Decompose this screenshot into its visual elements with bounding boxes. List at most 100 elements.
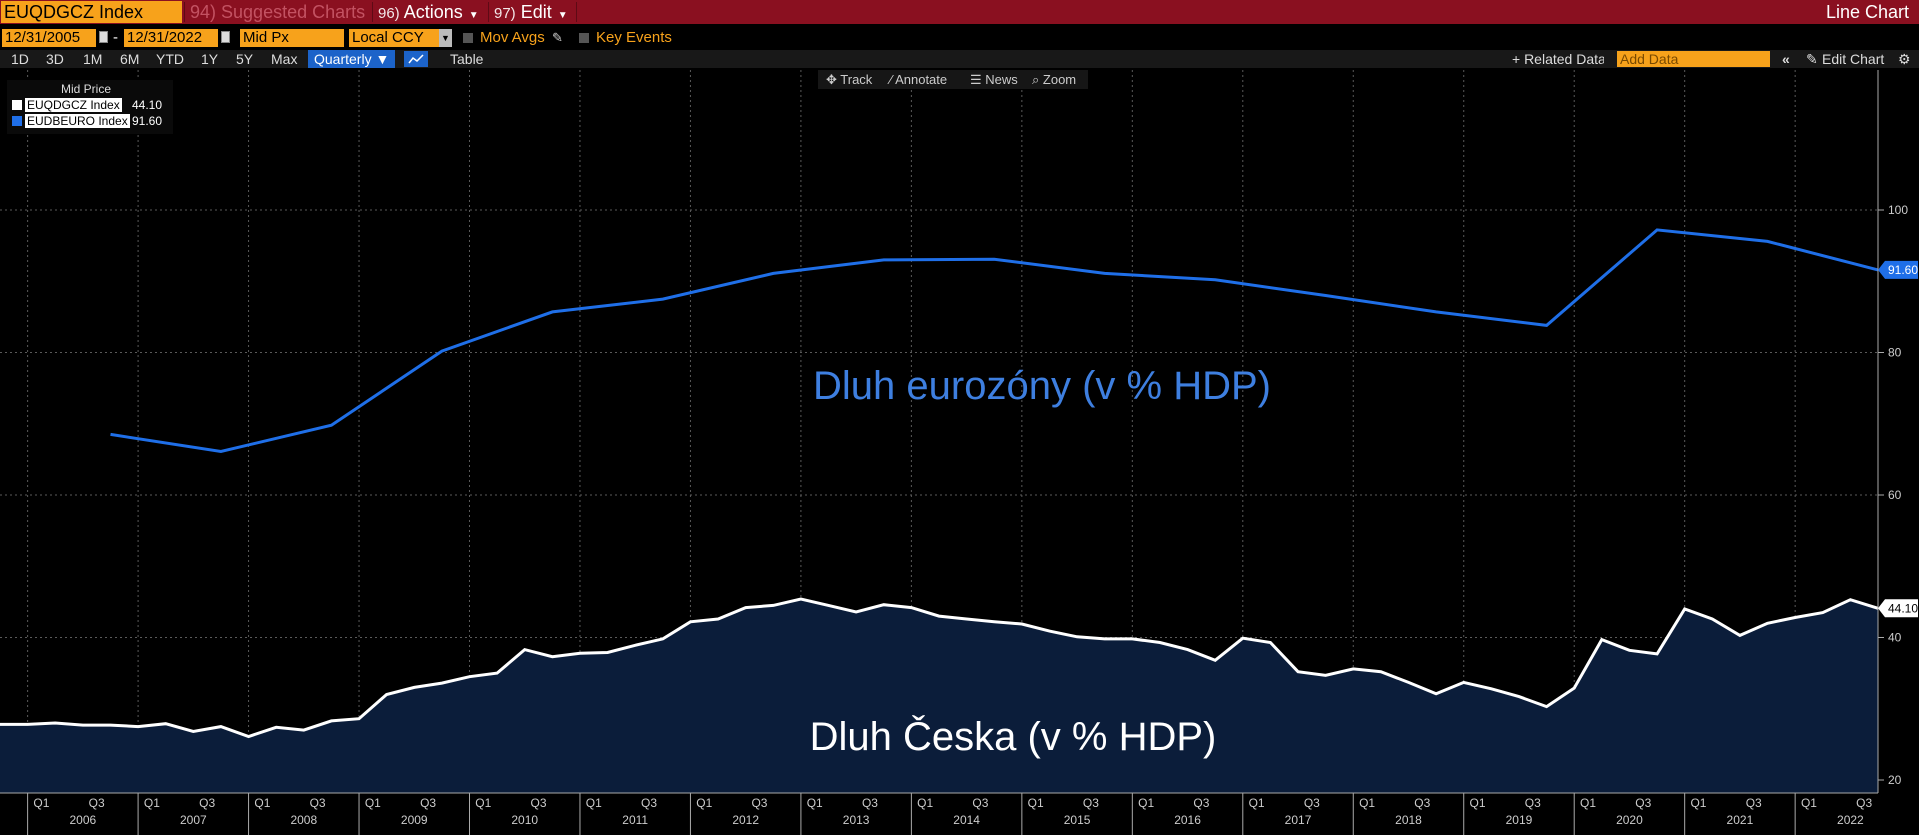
x-year-label: 2007 xyxy=(180,813,207,827)
period-6m[interactable]: 6M xyxy=(120,51,140,67)
x-quarter-label: Q1 xyxy=(586,796,602,810)
ticker-input[interactable]: EUQDGCZ Index xyxy=(1,1,182,23)
top-bar: EUQDGCZ Index 94) Suggested Charts 96) A… xyxy=(0,0,1919,24)
cz-last-label: 44.10 xyxy=(1878,599,1918,618)
x-quarter-label: Q1 xyxy=(917,796,933,810)
x-year-label: 2022 xyxy=(1837,813,1864,827)
legend-value-euro: 91.60 xyxy=(132,114,163,128)
cz-annotation: Dluh Česka (v % HDP) xyxy=(810,714,1217,759)
chart-tools: ✥ Track ⁄ Annotate ☰ News ⌕ Zoom xyxy=(818,70,1088,89)
edit-chart-button[interactable]: Edit Chart xyxy=(1822,51,1885,67)
euro-last-label-text: 91.60 xyxy=(1888,263,1918,277)
x-quarter-label: Q1 xyxy=(365,796,381,810)
x-quarter-label: Q3 xyxy=(751,796,767,810)
legend-value-cz: 44.10 xyxy=(132,98,163,112)
date-separator: - xyxy=(113,29,118,46)
legend-item-euro[interactable]: EUDBEURO Index xyxy=(12,114,130,128)
menu-suggested-charts[interactable]: 94) Suggested Charts xyxy=(190,2,366,22)
calendar-icon[interactable] xyxy=(99,31,108,43)
track-tool[interactable]: ✥ Track xyxy=(826,72,873,87)
x-quarter-label: Q3 xyxy=(531,796,547,810)
chevron-down-icon: ▼ xyxy=(557,10,568,21)
period-1d[interactable]: 1D xyxy=(11,51,29,67)
menu-edit[interactable]: 97) Edit ▼ xyxy=(494,2,568,22)
x-quarter-label: Q3 xyxy=(310,796,326,810)
mov-avgs-checkbox[interactable] xyxy=(463,33,473,43)
news-tool[interactable]: ☰ News xyxy=(970,72,1018,87)
period-1y[interactable]: 1Y xyxy=(201,51,219,67)
cz-debt-area xyxy=(0,599,1878,793)
x-quarter-label: Q3 xyxy=(199,796,215,810)
legend-swatch xyxy=(12,116,22,126)
period-row: 1D 3D 1M 6M YTD 1Y 5Y Max Quarterly ▼ Ta… xyxy=(0,50,1919,68)
x-quarter-label: Q1 xyxy=(475,796,491,810)
y-axis: 20 40 60 80 100 xyxy=(1877,70,1908,793)
x-year-label: 2020 xyxy=(1616,813,1643,827)
x-quarter-label: Q1 xyxy=(1028,796,1044,810)
x-quarter-label: Q3 xyxy=(1525,796,1541,810)
mov-avgs-label[interactable]: Mov Avgs xyxy=(480,29,545,46)
zoom-tool[interactable]: ⌕ Zoom xyxy=(1032,72,1077,87)
x-year-label: 2010 xyxy=(511,813,538,827)
period-5y[interactable]: 5Y xyxy=(236,51,254,67)
collapse-icon[interactable]: « xyxy=(1782,51,1790,67)
period-ytd[interactable]: YTD xyxy=(156,51,184,67)
price-type-field[interactable]: Mid Px xyxy=(240,29,344,47)
y-tick-label: 40 xyxy=(1888,631,1902,645)
x-quarter-label: Q3 xyxy=(1414,796,1430,810)
currency-field[interactable]: Local CCY xyxy=(349,29,439,47)
x-quarter-label: Q1 xyxy=(33,796,49,810)
x-quarter-label: Q1 xyxy=(807,796,823,810)
line-chart-icon[interactable] xyxy=(404,51,428,67)
annotate-tool[interactable]: ⁄ Annotate xyxy=(890,72,948,87)
x-year-label: 2016 xyxy=(1174,813,1201,827)
x-quarter-label: Q1 xyxy=(1580,796,1596,810)
legend-swatch xyxy=(12,100,22,110)
legend: Mid Price EUQDGCZ Index 44.10 EUDBEURO I… xyxy=(7,80,173,134)
key-events-checkbox[interactable] xyxy=(579,33,589,43)
calendar-icon[interactable] xyxy=(221,31,230,43)
cz-debt-line xyxy=(0,597,1879,739)
legend-title: Mid Price xyxy=(61,82,112,96)
period-3d[interactable]: 3D xyxy=(46,51,64,67)
y-tick-label: 100 xyxy=(1888,203,1908,217)
key-events-label[interactable]: Key Events xyxy=(596,29,672,46)
cz-last-label-text: 44.10 xyxy=(1888,601,1918,615)
period-max[interactable]: Max xyxy=(271,51,298,67)
start-date-field[interactable]: 12/31/2005 xyxy=(2,29,96,47)
menu-actions[interactable]: 96) Actions ▼ xyxy=(378,2,479,22)
x-year-label: 2006 xyxy=(70,813,97,827)
end-date-field[interactable]: 12/31/2022 xyxy=(124,29,218,47)
table-button[interactable]: Table xyxy=(450,51,484,67)
chevron-down-icon[interactable]: ▼ xyxy=(439,29,452,47)
pencil-icon[interactable]: ✎ xyxy=(552,30,563,45)
x-quarter-label: Q3 xyxy=(641,796,657,810)
related-data-button[interactable]: + Related Data xyxy=(1512,51,1604,67)
x-quarter-label: Q3 xyxy=(1856,796,1872,810)
period-1m[interactable]: 1M xyxy=(83,51,103,67)
y-tick-label: 20 xyxy=(1888,773,1902,787)
x-axis: Q1 Q3 2006 Q1 Q3 2007 Q1 Q3 2008 Q1 Q3 2009 Q1 Q3 2010… xyxy=(0,792,1878,835)
x-quarter-label: Q3 xyxy=(89,796,105,810)
x-quarter-label: Q3 xyxy=(1304,796,1320,810)
x-quarter-label: Q1 xyxy=(1249,796,1265,810)
x-year-label: 2012 xyxy=(732,813,759,827)
x-quarter-label: Q3 xyxy=(420,796,436,810)
add-data-input[interactable]: Add Data xyxy=(1617,51,1770,67)
x-quarter-label: Q1 xyxy=(1690,796,1706,810)
chevron-down-icon: ▼ xyxy=(468,10,479,21)
euro-annotation: Dluh eurozóny (v % HDP) xyxy=(813,364,1271,408)
x-year-label: 2009 xyxy=(401,813,428,827)
gear-icon[interactable]: ⚙ xyxy=(1898,51,1911,67)
euro-last-label: 91.60 xyxy=(1878,260,1918,279)
x-quarter-label: Q1 xyxy=(144,796,160,810)
euro-debt-line xyxy=(110,228,1879,454)
x-year-label: 2014 xyxy=(953,813,980,827)
y-tick-label: 80 xyxy=(1888,346,1902,360)
pencil-icon[interactable]: ✎ xyxy=(1806,51,1818,67)
x-quarter-label: Q3 xyxy=(972,796,988,810)
legend-item-cz[interactable]: EUQDGCZ Index xyxy=(12,98,122,112)
frequency-dropdown[interactable]: Quarterly ▼ xyxy=(308,50,396,68)
x-quarter-label: Q3 xyxy=(862,796,878,810)
